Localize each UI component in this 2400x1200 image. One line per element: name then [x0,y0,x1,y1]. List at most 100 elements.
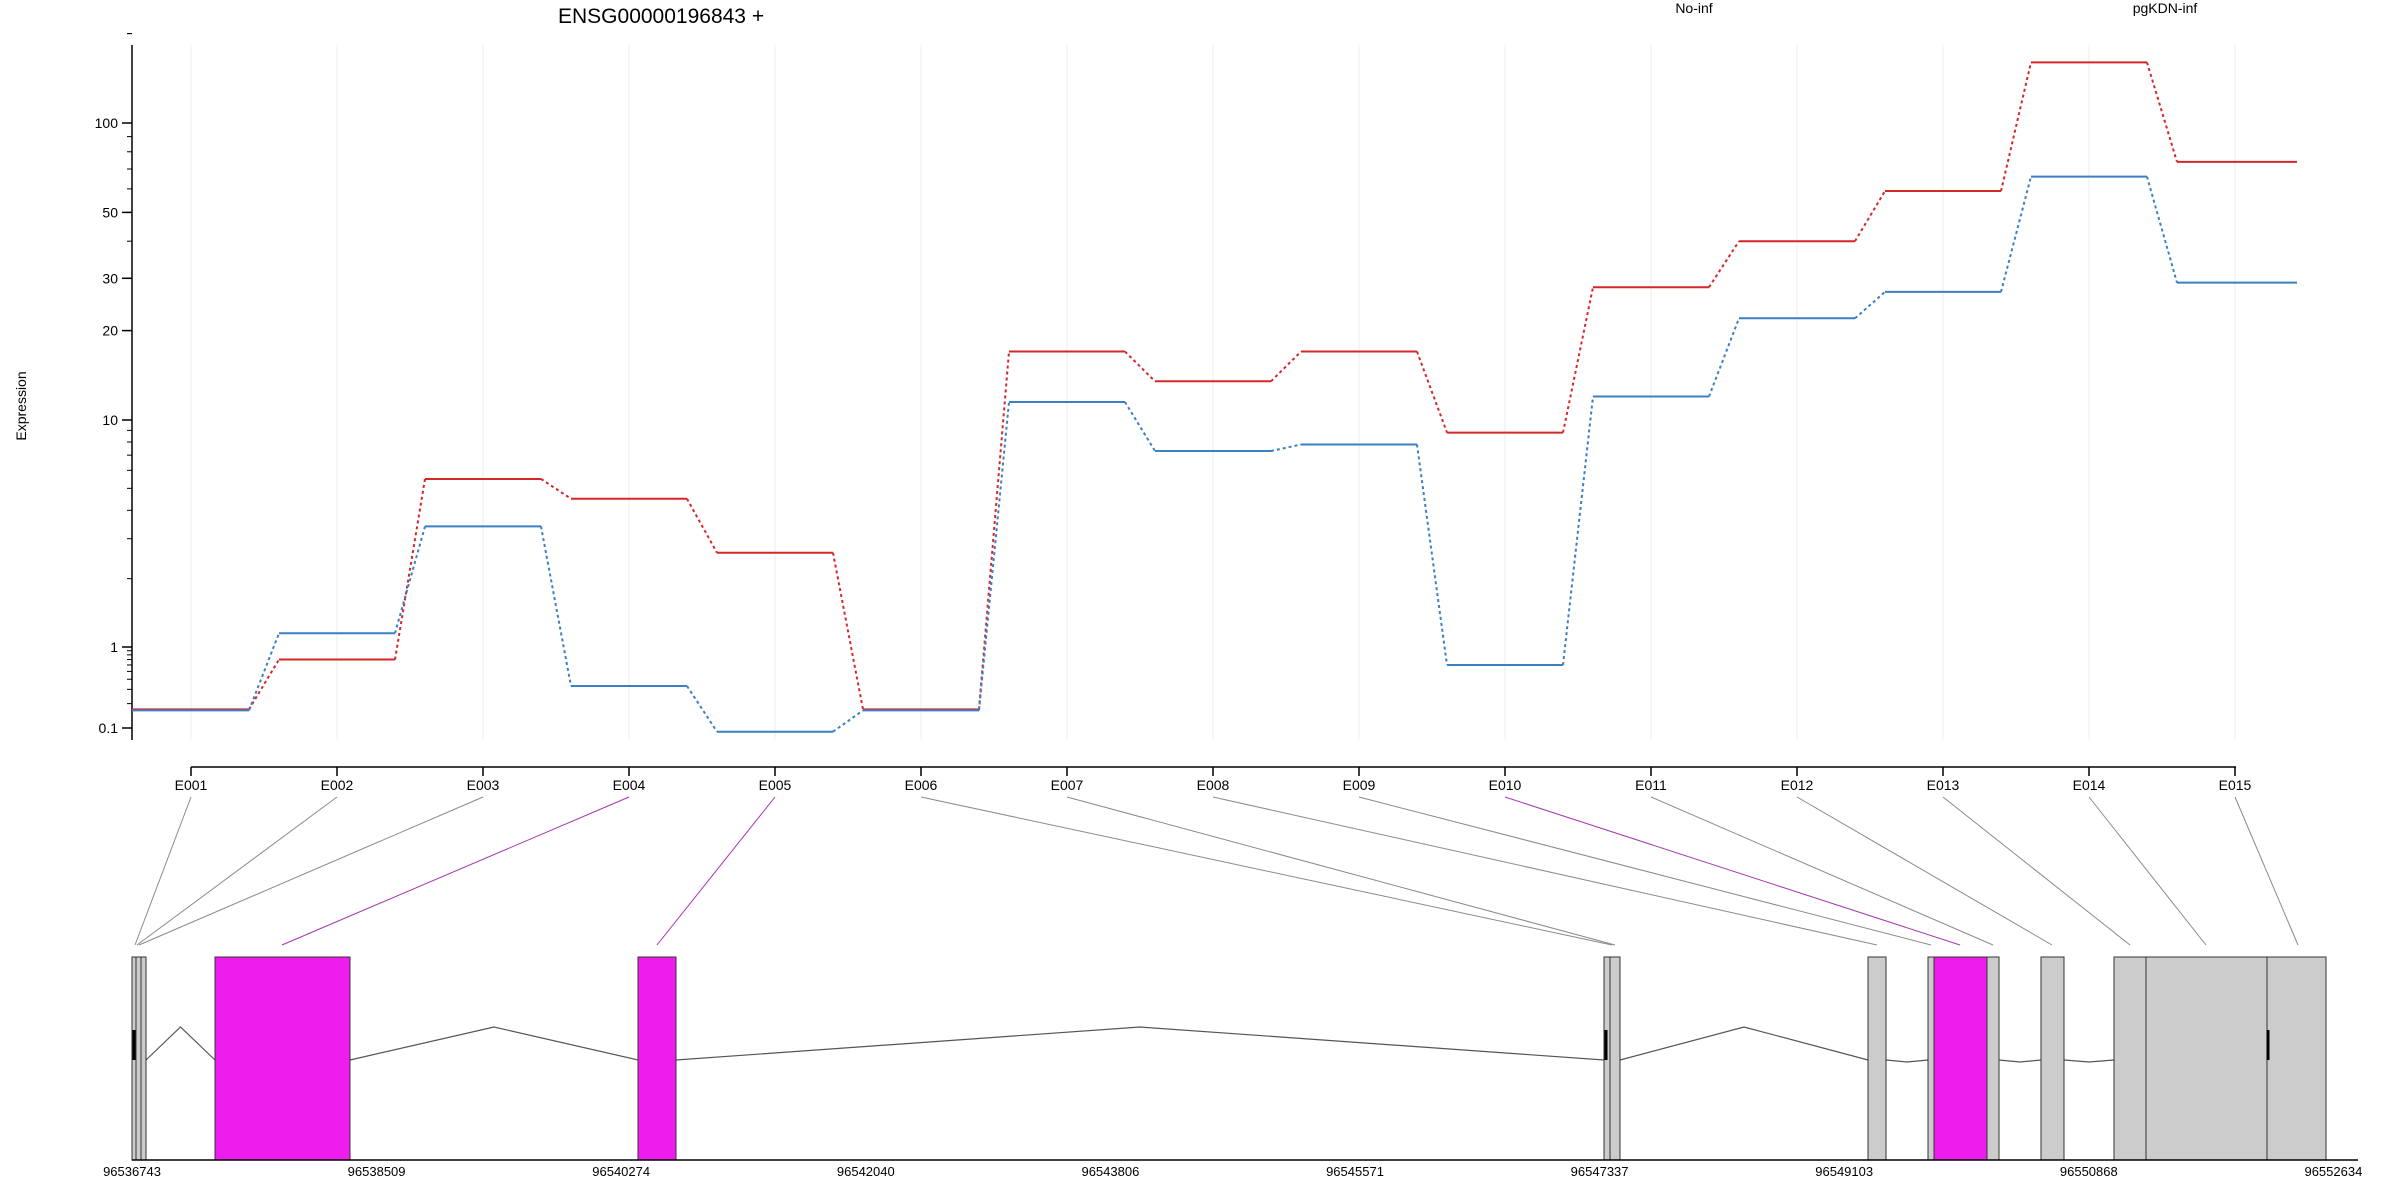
genomic-coordinate-label: 96542040 [837,1164,895,1179]
genomic-coordinate-label: 96550868 [2060,1164,2118,1179]
exon-block-e013 [2113,956,2147,1161]
exon-label-e003: E003 [467,777,500,793]
series-transition [1708,240,1740,288]
genomic-axis: 96536743 96538509 96540274 96542040 96543806… [103,1159,2362,1179]
series-transition [1124,350,1156,383]
series-transition [1416,444,1448,666]
legend-pgkdn-inf: pgKDN-inf [2133,0,2198,16]
series-transition [832,552,864,710]
exon-label-e002: E002 [321,777,354,793]
exon-label-e004: E004 [613,777,646,793]
connector-e011 [1650,796,1994,946]
series-transition [2146,176,2178,283]
exon-label-e006: E006 [905,777,938,793]
exon-block-e012 [2040,956,2065,1161]
intron-line [675,1026,1605,1061]
connector-e014 [2088,796,2207,946]
series-transition [2000,62,2032,192]
exon-label-e001: E001 [175,777,208,793]
connector-e009 [1358,796,1932,946]
series-transition [686,498,718,554]
exon-connectors [134,796,2299,946]
exon-block-e011 [1986,956,2000,1161]
exon-label-e008: E008 [1197,777,1230,793]
genomic-coordinate-label: 96543806 [1081,1164,1139,1179]
series-transition [1270,443,1302,453]
series-no-inf [132,61,2297,711]
connector-e007 [1066,796,1616,946]
intron-line [2063,1059,2115,1063]
series-transition [978,401,1010,711]
x-axis: E001 E002 E003 E004 E005 E006 E007 E008 E009 E010… [175,766,2252,793]
genomic-coordinate-label: 96538509 [348,1164,406,1179]
y-tick-label: 50 [102,204,118,220]
intron-line [1998,1059,2042,1063]
connector-e008 [1212,796,1878,946]
connector-e010 [1504,796,1961,946]
gene-model [131,956,2327,1161]
exon-label-e009: E009 [1343,777,1376,793]
genomic-coordinate-label: 96540274 [592,1164,650,1179]
series-pgkdn-inf [132,175,2297,733]
series-transition [832,709,864,733]
y-tick-label: 0.1 [99,720,119,736]
intron-line [1885,1059,1929,1063]
exon-block-e010 [1933,956,1988,1161]
y-tick-label: 30 [102,270,118,286]
series-transition [248,632,280,711]
legend-no-inf: No-inf [1675,0,1712,16]
connector-e004 [281,796,630,946]
series-transition [540,526,572,687]
exon-label-e014: E014 [2073,777,2106,793]
exon-block-e003 [140,956,147,1161]
series-transition [2000,176,2032,293]
exon-label-e013: E013 [1927,777,1960,793]
chart-title: ENSG00000196843 + [558,5,764,28]
y-axis-label: Expression [13,371,29,440]
y-tick-label: 10 [102,412,118,428]
exon-label-e015: E015 [2219,777,2252,793]
series-transition [540,478,572,500]
exon-label-e012: E012 [1781,777,1814,793]
series-transition [686,685,718,733]
y-tick-label: 20 [102,323,118,339]
series-transition [1270,350,1302,383]
exon-label-e005: E005 [759,777,792,793]
connector-e001 [134,796,192,946]
exon-block-e014 [2145,956,2268,1161]
genomic-coordinate-label: 96549103 [1815,1164,1873,1179]
connector-e012 [1796,796,2053,946]
series-transition [1854,190,1886,242]
intron-line [349,1026,639,1061]
series-transition [2146,62,2178,163]
connector-e005 [656,796,776,946]
exon-block-e015 [2266,956,2327,1161]
series-transition [394,526,426,634]
exon-block-e009 [1927,956,1935,1161]
series-transition [1562,396,1594,666]
y-tick-label: 100 [95,115,119,131]
genomic-coordinate-label: 96536743 [103,1164,161,1179]
y-tick-label: 1 [110,639,118,655]
exon-block-e002 [135,956,142,1161]
series-transition [394,478,426,660]
connector-e006 [920,796,1613,946]
connector-e015 [2234,796,2299,946]
connector-e013 [1942,796,2131,946]
series-transition [1562,286,1594,433]
exon-label-e011: E011 [1635,777,1667,793]
connector-e002 [136,796,338,946]
intron-line [1619,1026,1869,1061]
grid [190,45,2236,740]
series-transition [1708,317,1740,397]
genomic-coordinate-label: 96545571 [1326,1164,1384,1179]
series-transition [1124,401,1156,452]
series-lines [132,61,2297,733]
exon-label-e010: E010 [1489,777,1522,793]
genomic-coordinate-label: 96552634 [2304,1164,2362,1179]
series-transition [248,659,280,710]
exon-block-e004 [214,956,351,1161]
series-transition [1854,291,1886,320]
y-axis: 0.1 1 10 20 30 50 100 [95,33,133,740]
